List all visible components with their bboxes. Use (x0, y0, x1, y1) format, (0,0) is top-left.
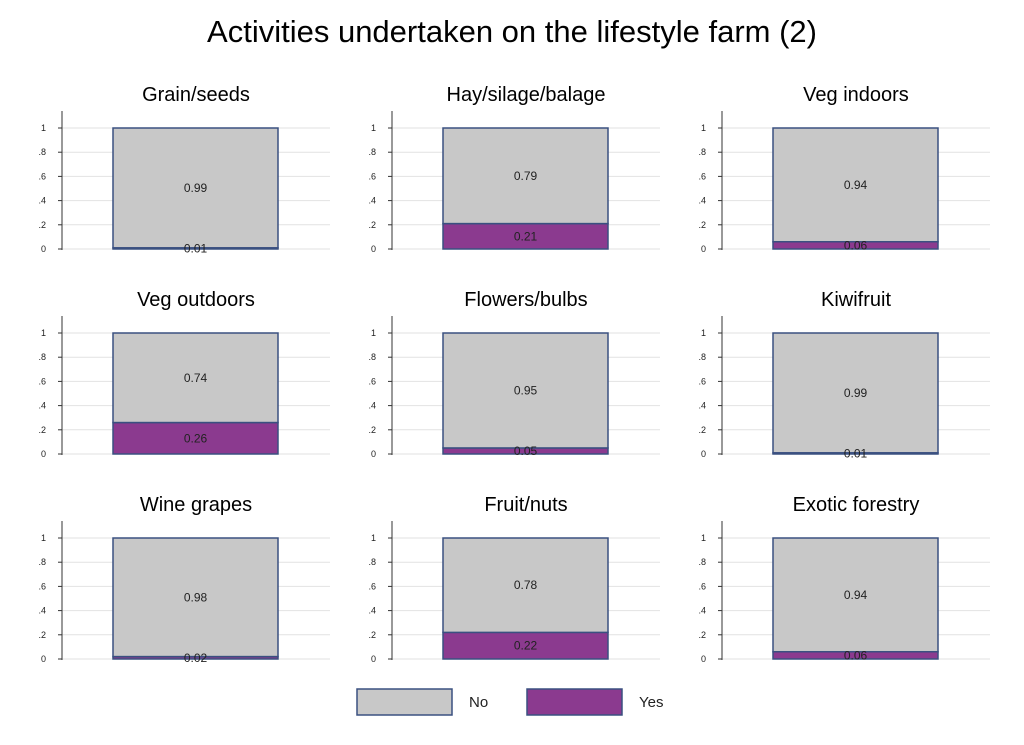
y-tick-label: .2 (368, 630, 376, 640)
panel-title: Flowers/bulbs (464, 289, 587, 311)
bar-no-label: 0.94 (844, 178, 868, 192)
y-tick-label: 1 (701, 533, 706, 543)
bar-no (772, 127, 939, 243)
y-tick-label: .4 (368, 196, 376, 206)
y-tick-label: .4 (38, 196, 46, 206)
y-tick-label: .4 (698, 606, 706, 616)
panel-title: Grain/seeds (142, 84, 250, 106)
bar-no (112, 127, 279, 249)
y-tick-label: 1 (41, 328, 46, 338)
bar-yes-label: 0.01 (844, 446, 868, 460)
bar-no-label: 0.95 (514, 383, 538, 397)
y-tick-label: 1 (371, 533, 376, 543)
bar-no (442, 537, 609, 634)
y-tick-label: 1 (41, 533, 46, 543)
y-tick-label: 1 (371, 123, 376, 133)
panel-title: Exotic forestry (793, 494, 920, 516)
panel-title: Wine grapes (140, 494, 252, 516)
y-tick-label: .8 (368, 557, 376, 567)
bar-no (112, 537, 279, 658)
y-tick-label: 0 (371, 244, 376, 254)
bar-no-label: 0.74 (184, 371, 208, 385)
y-tick-label: .2 (698, 220, 706, 230)
y-tick-label: .4 (368, 401, 376, 411)
bar-yes-label: 0.26 (184, 431, 208, 445)
y-tick-label: .8 (698, 557, 706, 567)
y-tick-label: .2 (368, 220, 376, 230)
bar-no-label: 0.99 (844, 386, 868, 400)
y-tick-label: .2 (368, 425, 376, 435)
bar-no (442, 127, 609, 225)
y-tick-label: .2 (698, 425, 706, 435)
y-tick-label: .4 (38, 606, 46, 616)
y-tick-label: 0 (701, 654, 706, 664)
bar-no-label: 0.98 (184, 590, 208, 604)
y-tick-label: .2 (38, 630, 46, 640)
bar-yes-label: 0.05 (514, 444, 538, 458)
y-tick-label: .8 (368, 352, 376, 362)
bar-yes-label: 0.22 (514, 639, 538, 653)
chart-title: Activities undertaken on the lifestyle f… (207, 14, 817, 49)
y-tick-label: 0 (701, 449, 706, 459)
bar-no-label: 0.78 (514, 578, 538, 592)
bar-no-label: 0.99 (184, 181, 208, 195)
y-tick-label: .6 (368, 581, 376, 591)
y-tick-label: .4 (698, 196, 706, 206)
y-tick-label: 0 (41, 244, 46, 254)
y-tick-label: .6 (698, 171, 706, 181)
bar-yes-label: 0.06 (844, 238, 868, 252)
y-tick-label: 0 (701, 244, 706, 254)
bar-no-label: 0.94 (844, 588, 868, 602)
y-tick-label: 1 (701, 123, 706, 133)
y-tick-label: .8 (38, 147, 46, 157)
y-tick-label: .8 (698, 352, 706, 362)
y-tick-label: 1 (701, 328, 706, 338)
legend-label-no: No (469, 694, 488, 711)
y-tick-label: 0 (41, 654, 46, 664)
legend-swatch-no (356, 688, 453, 716)
bar-no (442, 332, 609, 449)
panel-title: Hay/silage/balage (447, 84, 606, 106)
bar-no (772, 537, 939, 653)
y-tick-label: .2 (698, 630, 706, 640)
panel-title: Fruit/nuts (484, 494, 567, 516)
y-tick-label: .8 (368, 147, 376, 157)
legend-swatch-yes (526, 688, 623, 716)
y-tick-label: .6 (698, 581, 706, 591)
bar-yes-label: 0.21 (514, 229, 538, 243)
y-tick-label: .2 (38, 425, 46, 435)
y-tick-label: 1 (371, 328, 376, 338)
y-tick-label: .6 (38, 376, 46, 386)
y-tick-label: .6 (368, 376, 376, 386)
y-tick-label: .2 (38, 220, 46, 230)
panel-title: Kiwifruit (821, 289, 891, 311)
bar-yes-label: 0.02 (184, 651, 208, 665)
y-tick-label: .8 (38, 557, 46, 567)
bar-yes-label: 0.01 (184, 241, 208, 255)
y-tick-label: 0 (371, 654, 376, 664)
y-tick-label: .6 (38, 171, 46, 181)
y-tick-label: .8 (38, 352, 46, 362)
y-tick-label: .6 (38, 581, 46, 591)
y-tick-label: .4 (38, 401, 46, 411)
y-tick-label: 0 (371, 449, 376, 459)
y-tick-label: .8 (698, 147, 706, 157)
y-tick-label: .6 (368, 171, 376, 181)
bar-no-label: 0.79 (514, 169, 538, 183)
bar-no (112, 332, 279, 424)
y-tick-label: 0 (41, 449, 46, 459)
bar-yes (112, 421, 279, 455)
y-tick-label: 1 (41, 123, 46, 133)
panel-title: Veg indoors (803, 84, 909, 106)
bar-no (772, 332, 939, 454)
y-tick-label: .6 (698, 376, 706, 386)
legend-label-yes: Yes (639, 694, 663, 711)
y-tick-label: .4 (368, 606, 376, 616)
panel-title: Veg outdoors (137, 289, 255, 311)
y-tick-label: .4 (698, 401, 706, 411)
bar-yes-label: 0.06 (844, 648, 868, 662)
